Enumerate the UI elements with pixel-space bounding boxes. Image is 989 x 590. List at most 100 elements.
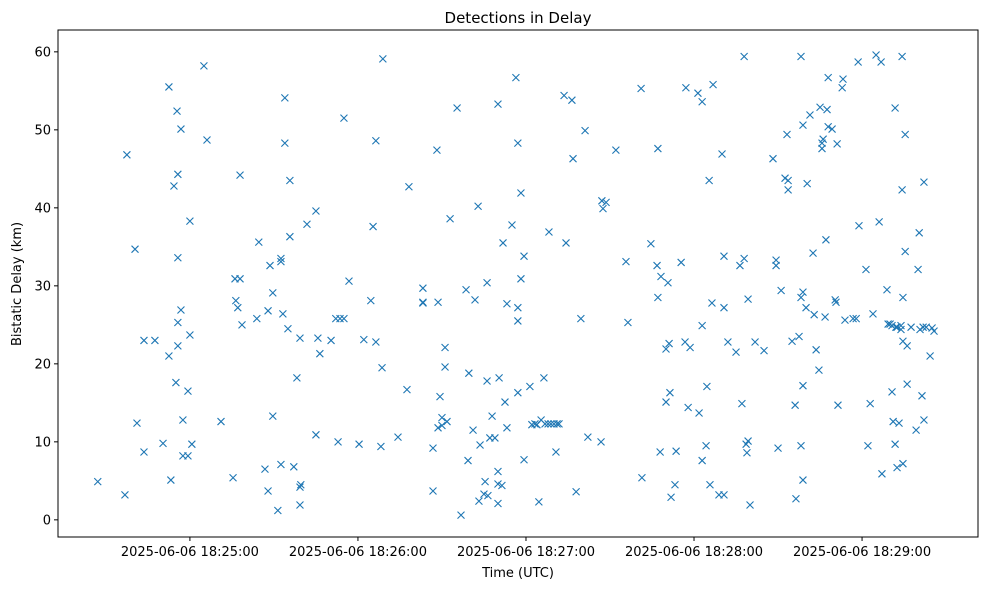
data-point-marker (513, 139, 522, 147)
data-point-marker (824, 73, 833, 82)
data-point-marker (481, 477, 489, 486)
data-point-marker (897, 321, 905, 330)
data-point-marker (429, 444, 437, 452)
data-point-marker (231, 296, 240, 305)
data-point-marker (312, 207, 320, 215)
data-point-marker (446, 214, 454, 223)
data-point-marker (513, 303, 522, 312)
data-point-marker (491, 434, 499, 442)
data-point-marker (912, 426, 920, 435)
data-point-marker (854, 58, 863, 66)
data-point-marker (172, 378, 180, 387)
data-point-marker (720, 303, 728, 312)
data-point-marker (512, 73, 520, 82)
data-point-marker (799, 381, 807, 390)
data-point-marker (173, 170, 182, 179)
data-point-marker (200, 61, 208, 70)
data-point-marker (483, 278, 491, 287)
x-tick-label: 2025-06-06 18:29:00 (793, 545, 931, 560)
data-point-marker (229, 473, 237, 482)
data-point-marker (891, 104, 899, 112)
data-point-marker (476, 441, 484, 449)
data-point-marker (170, 182, 178, 190)
data-point-marker (177, 306, 185, 314)
data-point-marker (264, 306, 272, 315)
data-point-marker (920, 178, 928, 186)
data-point-marker (872, 51, 880, 59)
data-point-marker (315, 349, 324, 358)
data-point-marker (889, 417, 898, 426)
data-point-marker (453, 104, 461, 112)
data-point-marker (702, 441, 710, 450)
data-point-marker (457, 511, 465, 520)
data-point-marker (140, 448, 148, 456)
y-tick-label: 50 (34, 123, 51, 138)
data-point-marker (483, 377, 491, 385)
data-point-marker (799, 288, 807, 296)
data-point-marker (277, 254, 285, 263)
data-point-marker (581, 126, 589, 135)
data-point-marker (377, 442, 385, 451)
data-point-marker (875, 217, 884, 226)
data-point-marker (657, 272, 665, 281)
data-point-marker (165, 352, 173, 360)
data-point-marker (682, 83, 690, 92)
data-point-marker (443, 417, 451, 426)
data-point-marker (173, 107, 181, 116)
data-point-marker (708, 299, 716, 307)
data-point-marker (471, 295, 479, 304)
data-point-marker (429, 487, 437, 495)
data-point-marker (877, 58, 885, 66)
data-point-marker (888, 321, 896, 330)
data-point-marker (667, 493, 675, 502)
data-point-marker (464, 456, 472, 465)
data-point-marker (236, 171, 244, 179)
data-point-marker (662, 345, 670, 353)
data-point-marker (340, 114, 348, 123)
y-tick-label: 20 (34, 357, 51, 372)
data-point-marker (654, 293, 662, 302)
data-point-marker (334, 437, 342, 446)
data-point-marker (540, 373, 548, 382)
data-point-marker (828, 125, 836, 133)
data-point-marker (286, 176, 294, 185)
data-point-marker (520, 252, 528, 261)
data-point-marker (184, 387, 192, 396)
data-point-marker (280, 93, 289, 102)
data-point-marker (165, 83, 173, 91)
data-point-marker (671, 480, 679, 489)
data-point-marker (441, 343, 449, 352)
data-point-marker (371, 338, 380, 346)
data-point-marker (494, 480, 502, 488)
data-point-marker (705, 176, 714, 185)
data-point-marker (436, 392, 444, 401)
data-point-marker (236, 274, 244, 283)
data-point-marker (371, 136, 380, 145)
x-tick-label: 2025-06-06 18:25:00 (121, 545, 259, 560)
data-point-marker (495, 373, 503, 382)
data-point-marker (892, 323, 900, 332)
data-point-marker (359, 335, 368, 344)
data-point-marker (797, 441, 805, 450)
data-point-marker (795, 332, 803, 341)
y-tick-label: 40 (34, 201, 51, 216)
data-point-marker (653, 261, 661, 270)
data-point-marker (277, 257, 285, 266)
data-point-marker (899, 293, 907, 302)
data-point-marker (266, 261, 274, 270)
data-point-marker (769, 154, 777, 163)
data-point-marker (484, 491, 492, 500)
data-point-marker (187, 440, 196, 449)
data-point-marker (277, 460, 285, 469)
data-point-marker (494, 100, 502, 108)
data-point-marker (818, 144, 826, 153)
data-point-marker (611, 146, 620, 155)
data-point-marker (791, 401, 800, 410)
data-point-marker (849, 314, 857, 323)
data-point-marker (915, 228, 924, 237)
data-point-marker (664, 278, 672, 287)
data-point-marker (503, 423, 511, 432)
data-point-marker (552, 448, 560, 456)
data-point-marker (173, 253, 182, 262)
data-point-marker (293, 373, 301, 382)
